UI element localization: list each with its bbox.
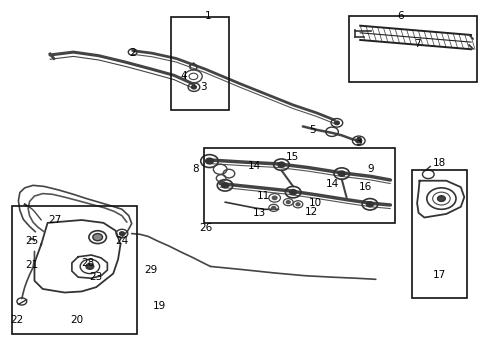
Circle shape xyxy=(93,234,102,241)
Bar xyxy=(170,18,228,111)
Text: 9: 9 xyxy=(367,164,373,174)
Text: 20: 20 xyxy=(70,315,83,325)
Text: 17: 17 xyxy=(431,270,445,280)
Circle shape xyxy=(366,202,373,207)
Text: 25: 25 xyxy=(25,236,38,246)
Text: 2: 2 xyxy=(129,48,136,58)
Text: 12: 12 xyxy=(305,207,318,217)
Circle shape xyxy=(86,264,94,269)
Text: 22: 22 xyxy=(10,315,23,325)
Circle shape xyxy=(272,196,276,199)
Circle shape xyxy=(191,85,196,89)
Text: 14: 14 xyxy=(247,161,260,171)
Bar xyxy=(411,170,466,298)
Text: 29: 29 xyxy=(144,265,158,275)
Text: 28: 28 xyxy=(81,258,94,268)
Circle shape xyxy=(355,139,361,143)
Text: 15: 15 xyxy=(285,152,298,162)
Text: 27: 27 xyxy=(48,215,61,225)
Text: 21: 21 xyxy=(25,260,38,270)
Text: 3: 3 xyxy=(200,82,206,92)
Bar xyxy=(12,206,136,334)
Text: 23: 23 xyxy=(89,272,102,282)
Text: 3: 3 xyxy=(355,138,361,148)
Circle shape xyxy=(271,206,275,209)
Text: 6: 6 xyxy=(396,11,403,21)
Text: 8: 8 xyxy=(192,164,199,174)
Bar xyxy=(348,17,476,82)
Text: 4: 4 xyxy=(180,71,186,81)
Text: 16: 16 xyxy=(358,182,371,192)
Circle shape xyxy=(338,171,345,176)
Circle shape xyxy=(295,203,299,206)
Text: 19: 19 xyxy=(152,301,166,311)
Circle shape xyxy=(205,158,213,164)
Circle shape xyxy=(289,190,296,195)
Text: 5: 5 xyxy=(308,125,315,135)
Circle shape xyxy=(286,201,289,203)
Circle shape xyxy=(119,232,124,235)
Text: 14: 14 xyxy=(325,179,338,189)
Text: 24: 24 xyxy=(115,236,128,246)
Circle shape xyxy=(277,162,285,167)
Text: 10: 10 xyxy=(308,198,321,208)
Text: 18: 18 xyxy=(431,158,445,168)
Text: 11: 11 xyxy=(256,191,269,201)
Text: 7: 7 xyxy=(413,39,420,49)
Circle shape xyxy=(334,121,339,125)
Circle shape xyxy=(437,196,445,202)
Text: 26: 26 xyxy=(199,223,212,233)
Bar xyxy=(203,148,394,223)
Circle shape xyxy=(221,183,228,188)
Text: 1: 1 xyxy=(204,11,211,21)
Text: 13: 13 xyxy=(252,208,265,218)
